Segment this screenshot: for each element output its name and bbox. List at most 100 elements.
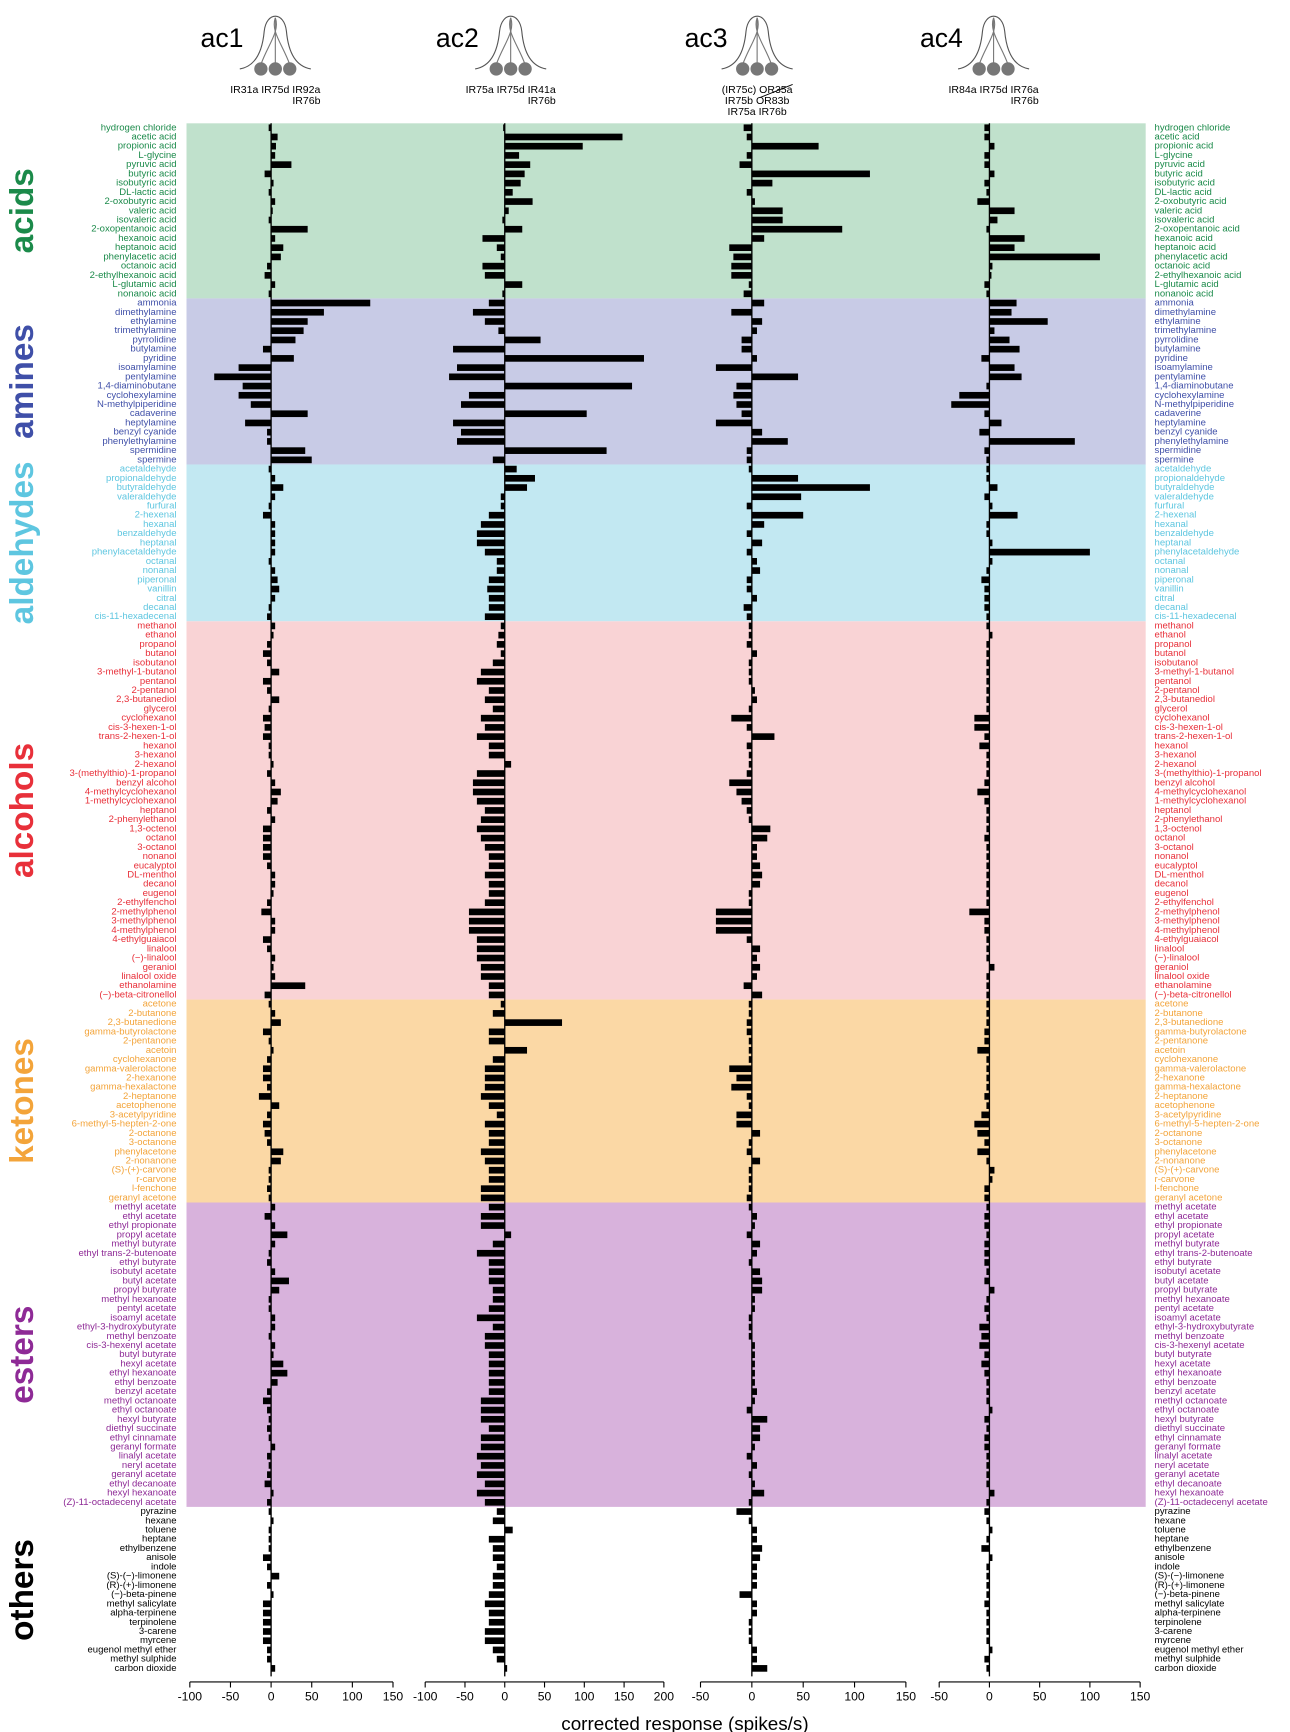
odorant-label: linalyl acetate: [119, 1451, 177, 1462]
bar: [268, 1037, 272, 1045]
bar: [746, 613, 752, 621]
bar: [488, 1305, 505, 1312]
odorant-label: decanol: [143, 879, 176, 890]
bar: [746, 742, 752, 750]
bar: [989, 336, 1010, 344]
bar: [986, 1609, 990, 1617]
bar: [267, 641, 272, 648]
bar: [484, 318, 505, 325]
odorant-label: geranyl acetone: [1155, 1192, 1223, 1203]
bar: [989, 272, 992, 279]
bar: [751, 373, 799, 381]
odorant-label: 3-acetylpyridine: [1155, 1109, 1222, 1120]
bar: [751, 318, 763, 325]
odorant-label: valeraldehyde: [117, 491, 176, 502]
bar: [986, 751, 990, 759]
bar: [986, 1000, 990, 1008]
odorant-label: isovaleric acid: [1155, 215, 1215, 226]
bar: [748, 1259, 752, 1266]
bar: [751, 696, 757, 704]
bar: [488, 594, 505, 602]
odorant-label: linalyl acetate: [1155, 1451, 1213, 1462]
bar: [989, 1554, 993, 1562]
odorant-label: linalool oxide: [1155, 971, 1210, 982]
bar: [748, 1176, 752, 1183]
odorant-label: hexanol: [1155, 740, 1188, 751]
neuron: [764, 62, 779, 76]
bar: [484, 1332, 505, 1340]
bar: [746, 530, 752, 537]
bar: [267, 1111, 272, 1119]
odorant-label: glycerol: [1155, 703, 1188, 714]
bar: [504, 1526, 513, 1534]
bar: [267, 438, 272, 445]
bar: [984, 1369, 990, 1377]
bar: [986, 1425, 990, 1432]
bar: [271, 1591, 274, 1598]
bar: [476, 945, 505, 953]
bar: [746, 1019, 752, 1026]
bar: [488, 299, 505, 307]
bar: [262, 843, 272, 851]
x-tick-label: 100: [844, 1690, 865, 1704]
neuron: [283, 62, 297, 76]
x-tick-label: 0: [268, 1690, 275, 1704]
neuron: [1001, 62, 1015, 76]
bar: [271, 1019, 281, 1026]
bar: [746, 936, 752, 943]
neuron: [736, 62, 750, 76]
bar: [484, 548, 505, 556]
bar: [989, 364, 1015, 371]
bar: [984, 604, 990, 611]
bar: [977, 1129, 990, 1137]
bar: [984, 1415, 990, 1423]
odorant-label: glycerol: [144, 703, 177, 714]
bar: [751, 991, 763, 999]
bar: [751, 521, 765, 528]
odorant-label: heptane: [142, 1534, 176, 1545]
odorant-label: 3-methylphenol: [111, 916, 176, 927]
bar: [480, 973, 505, 980]
odorant-label: hexyl butyrate: [117, 1414, 176, 1425]
receptor-label: (IR75c) OR35a: [722, 84, 793, 96]
bar: [476, 733, 505, 740]
bar: [986, 991, 990, 999]
odorant-label: geranyl formate: [1155, 1441, 1221, 1452]
bar: [984, 1351, 990, 1359]
x-tick-label: 50: [305, 1690, 319, 1704]
bar: [496, 1563, 505, 1571]
odorant-label: methyl hexanoate: [1155, 1294, 1230, 1305]
bar: [480, 1194, 505, 1202]
bar: [271, 622, 276, 630]
odorant-label: piperonal: [1155, 574, 1194, 585]
odorant-label: 2-methylphenol: [111, 906, 176, 917]
bar: [984, 447, 990, 454]
bar: [498, 631, 505, 639]
bar: [271, 1314, 276, 1322]
bar: [986, 456, 990, 464]
bar: [271, 336, 296, 344]
odorant-label: terpinolene: [1155, 1617, 1202, 1628]
odorant-label: (−)-beta-pinene: [1155, 1589, 1220, 1600]
bar: [748, 705, 752, 713]
bar: [986, 613, 990, 621]
bar: [751, 1563, 757, 1571]
bar: [492, 1545, 505, 1552]
bar: [492, 1517, 505, 1525]
bar: [751, 1240, 761, 1248]
bar: [492, 1554, 505, 1562]
bar: [262, 1065, 272, 1073]
bar: [268, 1166, 272, 1174]
odorant-label: (−)-beta-citronellol: [99, 989, 176, 1000]
odorant-label: indole: [151, 1561, 176, 1572]
panel-title: ac1: [201, 23, 244, 53]
bar: [484, 1342, 505, 1349]
odorant-label: butylamine: [1155, 344, 1201, 355]
bar: [748, 1203, 752, 1211]
bar: [268, 1535, 272, 1543]
odorant-label: hexyl acetate: [120, 1358, 176, 1369]
dendrite: [509, 17, 526, 65]
bar: [496, 1111, 505, 1119]
bar: [751, 225, 843, 233]
odorant-label: 3-(methylthio)-1-propanol: [1155, 768, 1262, 779]
